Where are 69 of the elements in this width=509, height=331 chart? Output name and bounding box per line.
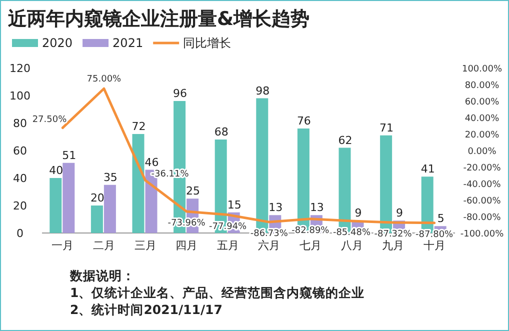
data-label: -77.94% bbox=[209, 222, 248, 232]
data-label: 9 bbox=[354, 206, 362, 220]
legend-label: 2021 bbox=[112, 36, 144, 50]
legend-label: 2020 bbox=[42, 36, 73, 50]
chart-title: 近两年内窥镜企业注册量&增长趋势 bbox=[7, 8, 310, 30]
data-label: 25 bbox=[186, 184, 200, 198]
x-tick-label: 四月 bbox=[176, 239, 198, 252]
data-label: -87.80% bbox=[416, 230, 454, 240]
data-label: 15 bbox=[227, 198, 242, 212]
y2-tick-label: -20.00% bbox=[463, 164, 502, 174]
x-tick-label: 七月 bbox=[299, 239, 322, 252]
x-tick-label: 五月 bbox=[216, 239, 239, 252]
text: 1、仅统计企业名、产品、经营范围含内窥镜的企业 bbox=[70, 285, 365, 300]
x-tick-label: 六月 bbox=[258, 239, 280, 252]
data-label: 71 bbox=[380, 121, 394, 134]
y2-tick-label: 80.00% bbox=[464, 81, 500, 91]
y-tick-label: 100 bbox=[10, 90, 30, 102]
y2-tick-label: 0.00% bbox=[468, 147, 497, 157]
bar bbox=[90, 206, 103, 233]
text: 2、统计时间2021/11/17 bbox=[70, 302, 222, 317]
y-tick-label: 60 bbox=[13, 144, 27, 158]
data-label: 51 bbox=[62, 148, 76, 162]
data-label: -82.89% bbox=[292, 226, 330, 236]
data-label: 27.50% bbox=[32, 114, 68, 125]
data-label: 96 bbox=[173, 87, 188, 100]
data-label: 13 bbox=[268, 201, 283, 214]
y-tick-label: 120 bbox=[10, 62, 30, 75]
y2-tick-label: -100.00% bbox=[460, 230, 504, 240]
data-label: -85.48% bbox=[332, 228, 371, 238]
bar bbox=[50, 178, 62, 233]
x-tick-label: 三月 bbox=[134, 239, 156, 252]
data-label: 68 bbox=[214, 126, 228, 138]
x-tick-label: 九月 bbox=[382, 239, 404, 252]
y-tick-label: 0 bbox=[16, 227, 24, 240]
text: 数据说明： bbox=[69, 268, 135, 283]
data-label: 98 bbox=[256, 84, 270, 98]
data-label: 5 bbox=[437, 212, 444, 226]
y-tick-label: 20 bbox=[13, 200, 27, 212]
data-label: 35 bbox=[103, 170, 118, 184]
data-label: 40 bbox=[49, 164, 64, 177]
data-label: 46 bbox=[144, 156, 159, 169]
data-label: -73.96% bbox=[168, 218, 206, 229]
y2-tick-label: 20.00% bbox=[464, 130, 500, 140]
x-tick-label: 八月 bbox=[340, 239, 363, 252]
y2-tick-label: 40.00% bbox=[464, 114, 500, 124]
data-label: 13 bbox=[310, 201, 324, 214]
data-label: 62 bbox=[338, 134, 352, 147]
x-tick-label: 十月 bbox=[423, 239, 446, 252]
x-tick-label: 一月 bbox=[52, 239, 74, 252]
data-label: 20 bbox=[90, 192, 104, 204]
data-label: -86.73% bbox=[250, 229, 288, 240]
bar bbox=[62, 162, 75, 233]
data-label: -87.32% bbox=[374, 230, 412, 240]
bar bbox=[104, 184, 116, 233]
y-tick-label: 40 bbox=[13, 172, 27, 185]
data-label: 41 bbox=[420, 162, 435, 176]
y2-tick-label: -80.00% bbox=[463, 213, 502, 223]
y2-tick-label: -40.00% bbox=[463, 180, 502, 190]
data-label: 9 bbox=[396, 206, 404, 220]
y-tick-label: 80 bbox=[13, 117, 27, 130]
legend-label: 同比增长 bbox=[183, 36, 232, 50]
y2-tick-label: 100.00% bbox=[462, 64, 502, 74]
data-label: 75.00% bbox=[86, 74, 122, 85]
x-tick-label: 二月 bbox=[92, 239, 115, 252]
y2-tick-label: 60.00% bbox=[464, 98, 500, 108]
bar bbox=[132, 134, 144, 233]
data-label: 72 bbox=[132, 120, 146, 133]
y2-tick-label: -60.00% bbox=[463, 196, 502, 206]
data-label: 76 bbox=[296, 114, 311, 128]
